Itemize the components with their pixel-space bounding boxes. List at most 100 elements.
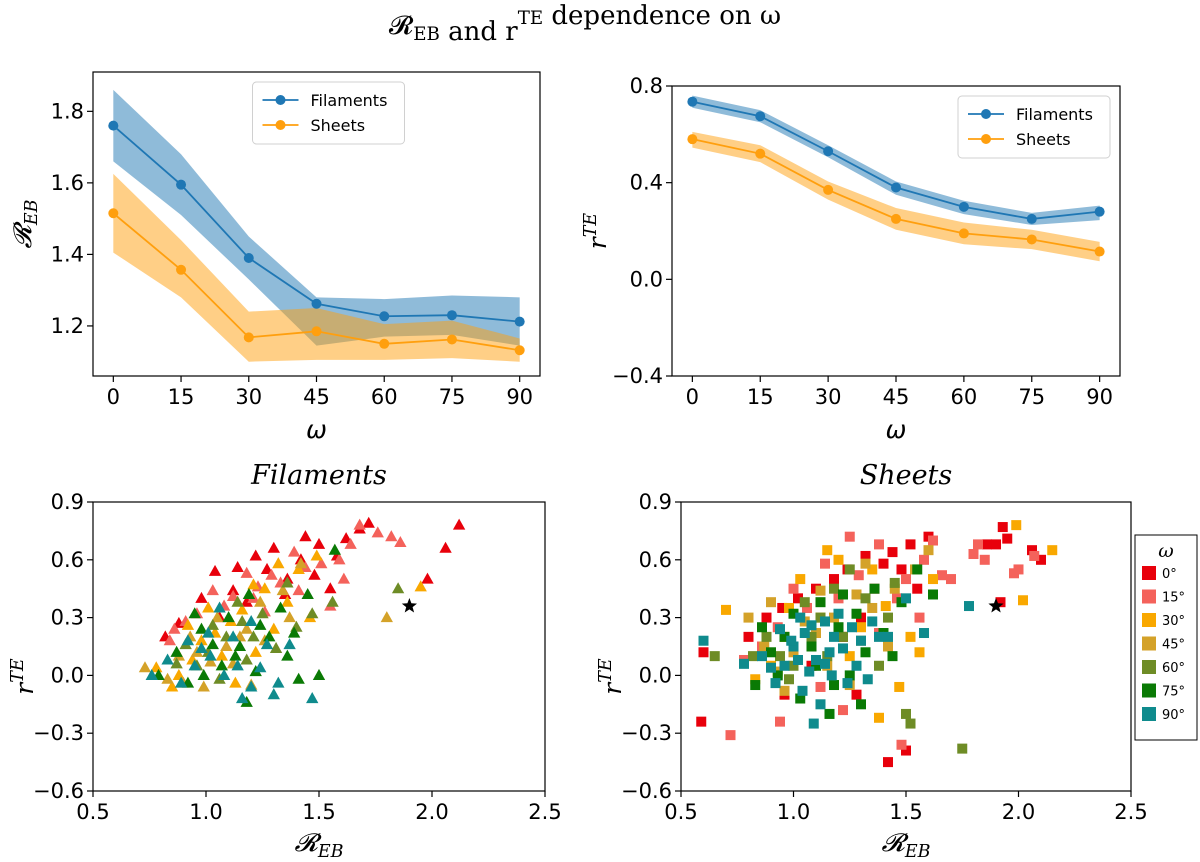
square-marker [795,612,806,623]
triangle-marker [188,607,201,619]
square-marker [759,641,770,652]
point-sheets [1026,234,1037,245]
y-tick-label: 1.8 [51,99,84,123]
omega-swatch [1142,707,1156,721]
point-filaments [514,316,525,327]
y-tick-label: 0.3 [51,606,84,630]
square-marker [815,597,826,608]
triangle-marker [206,584,219,596]
square-marker [914,612,925,623]
point-sheets [108,208,119,219]
square-marker [743,612,754,623]
square-marker [838,631,848,642]
triangle-marker [240,566,253,578]
triangle-marker [233,640,247,652]
legend-label: Filaments [1016,105,1093,124]
point-filaments [891,182,901,193]
x-tick-label: 2.5 [1114,800,1147,824]
point-filaments [108,120,119,131]
triangle-marker [258,582,271,594]
square-marker [797,685,808,696]
point-filaments [379,311,390,322]
square-marker [779,685,790,696]
square-marker [901,593,911,604]
square-marker [914,647,925,658]
triangle-marker [172,668,186,680]
x-tick-label: 0.5 [664,800,697,824]
y-tick-label: 0.6 [51,548,84,572]
triangle-marker [245,614,258,627]
x-tick-label: 2.0 [1002,800,1035,824]
chart-bottom-right: Sheets 0.5 1.0 1.5 2.0 2.5 −0.6 −0.3 0.0 0.3 0.6 0.… [596,460,1198,862]
y-tick-label: −0.6 [33,779,84,803]
square-marker [786,635,797,646]
subplot-title: Filaments [250,460,387,491]
triangle-marker [161,653,174,665]
point-sheets [823,184,834,195]
x-tick-label: 90 [1086,385,1113,409]
square-marker [788,641,799,652]
square-marker [806,620,817,631]
square-marker [725,730,736,741]
square-marker [880,601,891,612]
triangle-marker [195,622,208,634]
triangle-marker [281,649,294,661]
square-marker [784,674,794,685]
triangle-marker [195,591,208,603]
square-marker [811,654,821,665]
triangle-marker [202,601,215,613]
square-marker [1011,520,1022,531]
square-marker [770,678,781,689]
square-marker [874,712,884,723]
y-axis-label: rTE [596,658,627,695]
triangle-marker [242,587,256,600]
triangle-marker [208,564,222,576]
point-filaments [687,96,698,107]
square-marker [889,583,900,594]
point-filaments [755,111,766,122]
x-tick-label: 2.5 [528,800,561,824]
square-marker [968,549,979,560]
x-axis-label: ω [306,415,327,444]
omega-label: 30° [1162,614,1185,629]
triangle-marker [391,582,405,594]
triangle-marker [362,516,375,528]
square-marker [894,681,905,692]
triangle-marker [260,638,274,650]
square-marker [775,651,785,662]
triangle-marker [215,659,228,671]
point-sheets [1094,246,1105,257]
triangle-marker [206,638,219,650]
square-marker [905,631,916,642]
square-marker [799,597,810,608]
triangle-marker [287,545,301,557]
square-marker [766,662,776,673]
triangle-marker [168,622,181,634]
square-marker [997,522,1008,533]
legend-label: Sheets [311,116,366,135]
square-marker [957,743,968,754]
square-marker [824,708,835,719]
square-marker [802,602,812,613]
x-tick-label: 75 [1018,385,1045,409]
point-sheets [687,134,698,145]
square-marker [788,660,799,671]
square-marker [833,554,844,565]
square-marker [804,666,815,677]
triangle-marker [256,607,269,619]
square-marker [822,545,833,556]
square-marker [912,583,923,594]
triangle-marker [267,622,280,634]
band-filaments [113,89,520,346]
square-marker [784,602,794,613]
y-tick-label: 0.9 [639,490,672,514]
square-marker [905,539,916,550]
point-sheets [176,264,187,275]
y-tick-label: 0.9 [51,490,84,514]
square-marker [901,708,911,719]
square-marker [788,647,799,658]
square-marker [709,651,720,662]
y-tick-label: 0.6 [639,548,672,572]
triangle-marker [421,572,434,584]
